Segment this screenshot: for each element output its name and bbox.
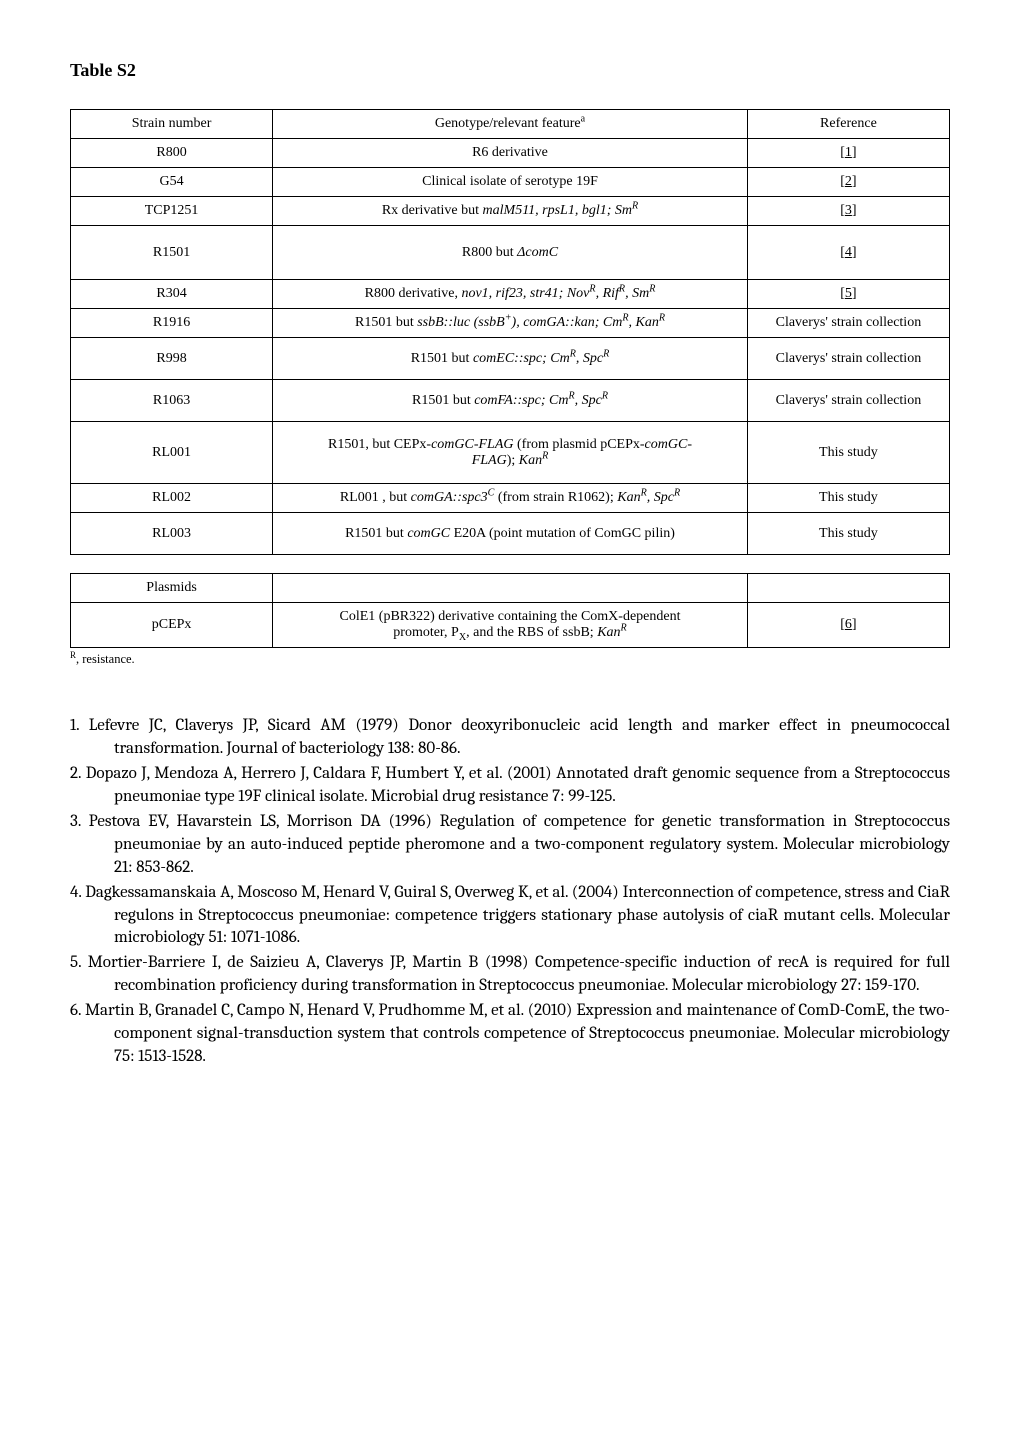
reference-cell: Claverys' strain collection — [747, 380, 949, 422]
genotype-cell: Clinical isolate of serotype 19F — [273, 168, 748, 197]
references-list: 1. Lefevre JC, Claverys JP, Sicard AM (1… — [70, 715, 950, 1069]
table-row: R998R1501 but comEC::spc; CmR, SpcRClave… — [71, 338, 950, 380]
header-reference: Reference — [747, 110, 949, 139]
genotype-cell: R1501 but comEC::spc; CmR, SpcR — [273, 338, 748, 380]
strain-cell: RL001 — [71, 422, 273, 484]
table-row: R800R6 derivative[1] — [71, 139, 950, 168]
reference-item: 5. Mortier-Barriere I, de Saizieu A, Cla… — [70, 952, 950, 998]
header-strain: Strain number — [71, 110, 273, 139]
reference-cell: [5] — [747, 280, 949, 309]
genotype-cell: R1501 but comFA::spc; CmR, SpcR — [273, 380, 748, 422]
reference-cell: This study — [747, 484, 949, 513]
strain-cell: TCP1251 — [71, 197, 273, 226]
header-plasmids: Plasmids — [71, 574, 273, 603]
table-row: RL001R1501, but CEPx-comGC-FLAG (from pl… — [71, 422, 950, 484]
reference-cell: Claverys' strain collection — [747, 338, 949, 380]
plasmid-desc-cell: ColE1 (pBR322) derivative containing the… — [273, 603, 748, 648]
strain-cell: R1063 — [71, 380, 273, 422]
table-row: RL003R1501 but comGC E20A (point mutatio… — [71, 513, 950, 555]
table-row: R304R800 derivative, nov1, rif23, str41;… — [71, 280, 950, 309]
strain-cell: R1501 — [71, 226, 273, 280]
reference-item: 4. Dagkessamanskaia A, Moscoso M, Henard… — [70, 882, 950, 951]
genotype-cell: R800 but ΔcomC — [273, 226, 748, 280]
genotype-cell: R800 derivative, nov1, rif23, str41; Nov… — [273, 280, 748, 309]
strains-table: Strain number Genotype/relevant featurea… — [70, 109, 950, 555]
strain-cell: R1916 — [71, 309, 273, 338]
reference-item: 6. Martin B, Granadel C, Campo N, Henard… — [70, 1000, 950, 1069]
strain-cell: R304 — [71, 280, 273, 309]
table-row: G54Clinical isolate of serotype 19F[2] — [71, 168, 950, 197]
page-title: Table S2 — [70, 60, 950, 81]
table-row: TCP1251Rx derivative but malM511, rpsL1,… — [71, 197, 950, 226]
table-row: RL002RL001 , but comGA::spc3C (from stra… — [71, 484, 950, 513]
reference-cell: [3] — [747, 197, 949, 226]
empty-cell — [747, 574, 949, 603]
reference-cell: [2] — [747, 168, 949, 197]
reference-cell: This study — [747, 513, 949, 555]
table-row: R1063R1501 but comFA::spc; CmR, SpcRClav… — [71, 380, 950, 422]
strain-cell: G54 — [71, 168, 273, 197]
strain-cell: R800 — [71, 139, 273, 168]
reference-cell: Claverys' strain collection — [747, 309, 949, 338]
table-row: pCEPxColE1 (pBR322) derivative containin… — [71, 603, 950, 648]
reference-item: 3. Pestova EV, Havarstein LS, Morrison D… — [70, 811, 950, 880]
genotype-cell: Rx derivative but malM511, rpsL1, bgl1; … — [273, 197, 748, 226]
strain-cell: RL003 — [71, 513, 273, 555]
plasmids-header-row: Plasmids — [71, 574, 950, 603]
genotype-cell: R6 derivative — [273, 139, 748, 168]
header-genotype: Genotype/relevant featurea — [273, 110, 748, 139]
genotype-cell: R1501 but ssbB::luc (ssbB+), comGA::kan;… — [273, 309, 748, 338]
strain-cell: RL002 — [71, 484, 273, 513]
plasmid-ref-cell: [6] — [747, 603, 949, 648]
reference-item: 2. Dopazo J, Mendoza A, Herrero J, Calda… — [70, 763, 950, 809]
genotype-cell: RL001 , but comGA::spc3C (from strain R1… — [273, 484, 748, 513]
reference-cell: This study — [747, 422, 949, 484]
table-row: R1916R1501 but ssbB::luc (ssbB+), comGA:… — [71, 309, 950, 338]
table-row: R1501R800 but ΔcomC[4] — [71, 226, 950, 280]
table-header-row: Strain number Genotype/relevant featurea… — [71, 110, 950, 139]
reference-cell: [1] — [747, 139, 949, 168]
plasmids-table: Plasmids pCEPxColE1 (pBR322) derivative … — [70, 573, 950, 648]
plasmid-cell: pCEPx — [71, 603, 273, 648]
empty-cell — [273, 574, 748, 603]
footnote: R, resistance. — [70, 652, 950, 667]
genotype-cell: R1501, but CEPx-comGC-FLAG (from plasmid… — [273, 422, 748, 484]
reference-item: 1. Lefevre JC, Claverys JP, Sicard AM (1… — [70, 715, 950, 761]
reference-cell: [4] — [747, 226, 949, 280]
genotype-cell: R1501 but comGC E20A (point mutation of … — [273, 513, 748, 555]
strain-cell: R998 — [71, 338, 273, 380]
